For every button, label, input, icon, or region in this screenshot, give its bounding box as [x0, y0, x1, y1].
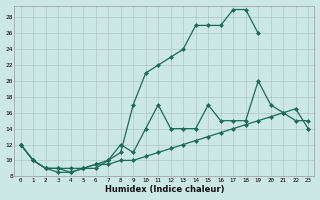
X-axis label: Humidex (Indice chaleur): Humidex (Indice chaleur)	[105, 185, 224, 194]
